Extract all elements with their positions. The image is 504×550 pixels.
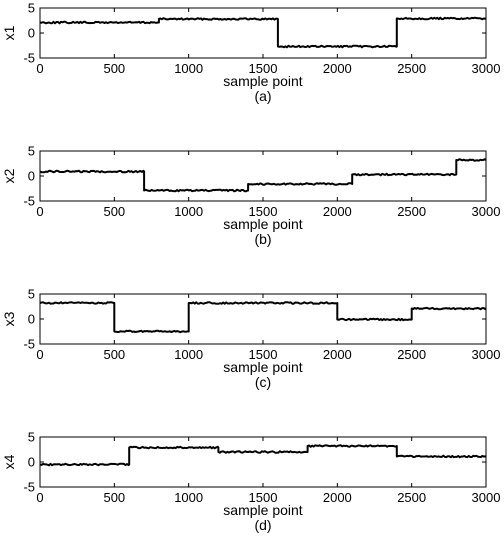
x-tick-label: 0 — [36, 204, 43, 219]
x-tick-label: 500 — [103, 61, 125, 76]
x-tick-label: 2500 — [397, 347, 426, 362]
x-tick-label: 2000 — [323, 347, 352, 362]
y-tick-label: -5 — [23, 51, 35, 66]
axes-frame — [39, 436, 487, 488]
subplot-caption: (d) — [254, 517, 271, 533]
x-tick-label: 3000 — [472, 347, 501, 362]
signal-line-2 — [39, 158, 487, 193]
x-axis-label: sample point — [223, 73, 302, 89]
y-tick-label: 5 — [28, 144, 35, 159]
y-axis-label: x3 — [1, 311, 17, 326]
signal-line-3 — [39, 301, 487, 334]
x-tick-label: 500 — [103, 204, 125, 219]
y-tick-label: 0 — [28, 169, 35, 184]
x-tick-label: 1500 — [249, 347, 278, 362]
y-tick-label: 0 — [28, 455, 35, 470]
subplot-caption: (c) — [255, 374, 271, 390]
x-tick-label: 2500 — [397, 490, 426, 505]
x-tick-label: 1000 — [174, 61, 203, 76]
signal-line-4 — [39, 444, 487, 467]
x-tick-label: 1000 — [174, 490, 203, 505]
x-tick-label: 0 — [36, 347, 43, 362]
y-axis-label: x1 — [1, 25, 17, 40]
signal-line-1 — [39, 16, 487, 49]
x-axis-label: sample point — [223, 216, 302, 232]
y-axis-label: x4 — [1, 454, 17, 469]
x-tick-label: 2500 — [397, 61, 426, 76]
subplot-caption: (a) — [254, 88, 271, 104]
x-tick-label: 1500 — [249, 61, 278, 76]
y-tick-label: 5 — [28, 430, 35, 445]
x-tick-label: 3000 — [472, 490, 501, 505]
x-tick-label: 1500 — [249, 490, 278, 505]
y-tick-label: -5 — [23, 194, 35, 209]
x-tick-label: 2000 — [323, 61, 352, 76]
x-tick-label: 2000 — [323, 490, 352, 505]
y-tick-label: 0 — [28, 312, 35, 327]
y-tick-label: 5 — [28, 1, 35, 16]
x-tick-label: 3000 — [472, 204, 501, 219]
x-tick-label: 3000 — [472, 61, 501, 76]
y-tick-label: -5 — [23, 480, 35, 495]
y-axis-label: x2 — [1, 168, 17, 183]
x-tick-label: 2500 — [397, 204, 426, 219]
axes-frame — [39, 150, 487, 202]
y-tick-label: 0 — [28, 26, 35, 41]
x-tick-label: 1500 — [249, 204, 278, 219]
x-axis-label: sample point — [223, 502, 302, 518]
x-tick-label: 500 — [103, 347, 125, 362]
subplot-caption: (b) — [254, 231, 271, 247]
x-tick-label: 1000 — [174, 347, 203, 362]
x-tick-label: 1000 — [174, 204, 203, 219]
x-tick-label: 0 — [36, 61, 43, 76]
x-tick-label: 0 — [36, 490, 43, 505]
axes-frame — [39, 7, 487, 59]
y-tick-label: -5 — [23, 337, 35, 352]
x-tick-label: 2000 — [323, 204, 352, 219]
x-tick-label: 500 — [103, 490, 125, 505]
x-axis-label: sample point — [223, 359, 302, 375]
y-tick-label: 5 — [28, 287, 35, 302]
